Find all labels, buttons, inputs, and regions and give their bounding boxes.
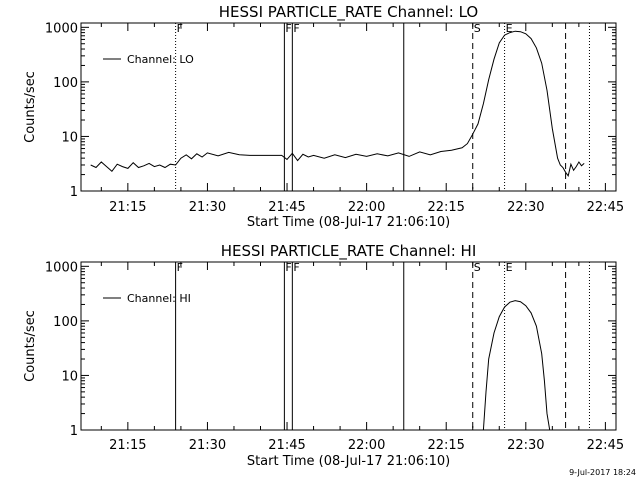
y-axis-label: Counts/sec — [23, 71, 38, 143]
y-tick-label-2: 100 — [53, 315, 78, 330]
marker-label-4: S — [474, 261, 481, 274]
x-tick-label-0: 21:15 — [109, 200, 146, 215]
chart-title: HESSI PARTICLE_RATE Channel: LO — [219, 3, 478, 22]
x-tick-label-1: 21:30 — [189, 438, 226, 453]
date-stamp: 9-Jul-2017 18:24 — [569, 468, 636, 477]
marker-label-5: E — [506, 22, 513, 35]
marker-label-2: F — [293, 22, 299, 35]
legend-label: Channel: HI — [127, 292, 191, 305]
chart-panel-hi: HESSI PARTICLE_RATE Channel: HIF F F S E21:1… — [23, 242, 624, 469]
x-tick-label-1: 21:30 — [189, 200, 226, 215]
x-tick-label-3: 22:00 — [348, 438, 385, 453]
marker-label-4: S — [474, 22, 481, 35]
y-tick-label-1: 10 — [61, 130, 78, 145]
y-tick-label-1: 10 — [61, 369, 78, 384]
x-tick-label-4: 22:15 — [427, 200, 464, 215]
marker-label-0: F — [177, 261, 183, 274]
x-tick-label-2: 21:45 — [268, 200, 305, 215]
plot-frame — [80, 261, 617, 431]
x-tick-label-6: 22:45 — [587, 200, 624, 215]
plot-frame — [80, 22, 617, 192]
series-line-0 — [90, 30, 585, 177]
x-tick-label-0: 21:15 — [109, 438, 146, 453]
chart-panel-lo: HESSI PARTICLE_RATE Channel: LOF F F S E21:1… — [23, 3, 624, 230]
y-tick-label-3: 1000 — [45, 260, 78, 275]
y-axis-label: Counts/sec — [23, 310, 38, 382]
x-axis-label: Start Time (08-Jul-17 21:06:10) — [247, 215, 450, 230]
marker-label-1: F — [285, 261, 291, 274]
x-tick-label-3: 22:00 — [348, 200, 385, 215]
chart-title: HESSI PARTICLE_RATE Channel: HI — [221, 242, 477, 261]
x-tick-label-6: 22:45 — [587, 438, 624, 453]
legend-label: Channel: LO — [127, 53, 194, 66]
x-tick-label-2: 21:45 — [268, 438, 305, 453]
x-tick-label-5: 22:30 — [507, 438, 544, 453]
marker-label-0: F — [177, 22, 183, 35]
marker-label-1: F — [285, 22, 291, 35]
x-axis-label: Start Time (08-Jul-17 21:06:10) — [247, 454, 450, 469]
x-tick-label-5: 22:30 — [507, 200, 544, 215]
marker-label-5: E — [506, 261, 513, 274]
marker-label-2: F — [293, 261, 299, 274]
x-tick-label-4: 22:15 — [427, 438, 464, 453]
series-line-0 — [482, 300, 551, 430]
y-tick-label-2: 100 — [53, 76, 78, 91]
y-tick-label-3: 1000 — [45, 21, 78, 36]
y-tick-label-0: 1 — [70, 424, 78, 439]
y-tick-label-0: 1 — [70, 185, 78, 200]
